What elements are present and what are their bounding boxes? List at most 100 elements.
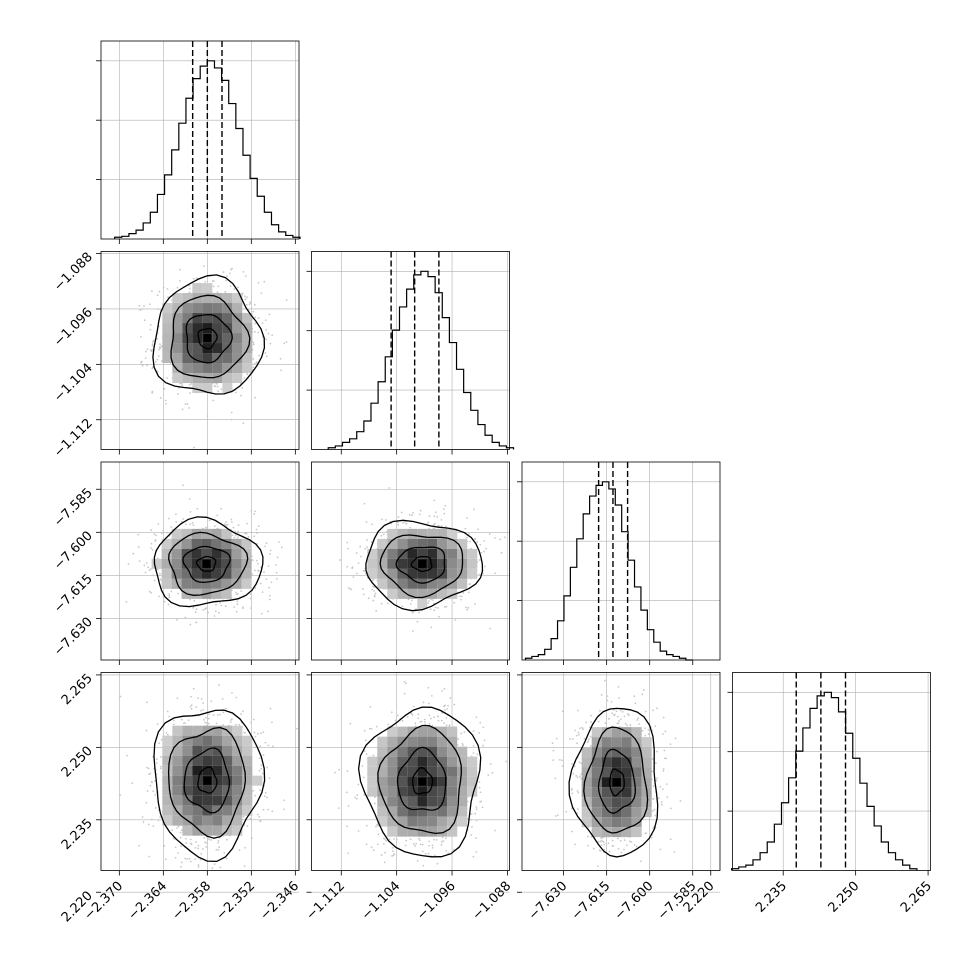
scatter-point: [433, 838, 436, 841]
scatter-point: [152, 574, 155, 577]
scatter-point: [401, 605, 404, 608]
scatter-point: [474, 812, 477, 815]
scatter-point: [418, 611, 421, 614]
scatter-point: [257, 281, 260, 284]
scatter-point: [411, 514, 413, 517]
scatter-point: [414, 722, 417, 725]
density-cell: [221, 528, 232, 539]
scatter-point: [393, 853, 396, 855]
scatter-point: [368, 727, 371, 730]
scatter-point: [417, 717, 420, 720]
scatter-point: [361, 588, 364, 590]
scatter-point: [230, 518, 233, 521]
density-cell: [222, 383, 233, 394]
scatter-point: [373, 589, 376, 592]
density-cell: [182, 293, 193, 304]
scatter-point: [160, 765, 162, 768]
scatter-point: [160, 767, 162, 770]
scatter-point: [269, 553, 271, 555]
histogram-panel-2: [517, 461, 721, 665]
scatter-point: [476, 753, 479, 756]
scatter-point: [254, 735, 257, 738]
density-cell: [171, 548, 182, 559]
scatter-point: [221, 697, 224, 700]
scatter-point: [160, 738, 163, 741]
scatter-point: [174, 856, 177, 859]
density-cell: [242, 333, 253, 344]
density-cell: [181, 568, 192, 579]
scatter-point: [430, 598, 432, 601]
scatter-point: [271, 721, 273, 724]
scatter-point: [334, 771, 336, 774]
scatter-point: [443, 722, 445, 724]
scatter-point: [179, 382, 181, 385]
density-cell: [437, 548, 448, 559]
scatter-point: [166, 287, 169, 290]
density-cell: [181, 558, 192, 569]
scatter-point: [475, 716, 478, 719]
scatter-point: [442, 840, 445, 842]
scatter-point: [253, 362, 256, 365]
density-cell: [172, 293, 183, 304]
scatter-point: [193, 599, 196, 602]
density-cell: [222, 333, 233, 344]
scatter-point: [261, 591, 264, 594]
scatter-point: [174, 846, 177, 849]
scatter-point: [125, 601, 128, 603]
scatter-point: [257, 732, 259, 735]
scatter-point: [373, 796, 376, 799]
scatter-point: [176, 286, 179, 289]
scatter-point: [499, 538, 502, 541]
scatter-point: [260, 764, 262, 767]
scatter-point: [119, 695, 122, 698]
scatter-point: [212, 285, 215, 288]
density-cell: [161, 578, 172, 589]
contour-line: [153, 516, 264, 608]
scatter-point: [477, 528, 479, 531]
scatter-point: [422, 701, 425, 704]
scatter-point: [189, 392, 191, 394]
density-cell: [407, 548, 418, 559]
scatter-point: [143, 564, 146, 567]
scatter-point: [428, 702, 430, 705]
density-cell: [367, 558, 378, 569]
scatter-point: [146, 790, 149, 792]
density-cell: [162, 785, 173, 796]
scatter-point: [478, 731, 481, 734]
scatter-point: [369, 705, 372, 708]
scatter-point: [152, 825, 155, 827]
density-cell: [417, 538, 428, 549]
scatter-point: [469, 583, 472, 585]
density-cell: [192, 825, 203, 836]
density-cell: [202, 383, 213, 394]
scatter-point: [258, 815, 261, 818]
scatter-point: [443, 606, 446, 608]
scatter-point: [350, 588, 353, 591]
density-cell: [192, 795, 203, 806]
scatter-point: [265, 338, 267, 341]
scatter-point: [472, 744, 475, 747]
scatter-point: [380, 534, 383, 537]
density-cell: [202, 283, 213, 294]
scatter-point: [157, 819, 160, 822]
scatter-point: [205, 845, 208, 848]
density-cell: [221, 558, 232, 569]
density-cell: [191, 568, 202, 579]
density-cell: [221, 578, 232, 589]
scatter-point: [365, 824, 368, 827]
scatter-point: [210, 700, 213, 703]
density-cell: [182, 745, 193, 756]
scatter-point: [222, 711, 225, 714]
density-cell: [427, 578, 438, 589]
scatter-point: [392, 850, 394, 853]
density-cell: [202, 815, 213, 826]
scatter-point: [237, 532, 239, 534]
scatter-point: [145, 729, 148, 732]
scatter-point: [365, 843, 368, 846]
scatter-point: [428, 515, 431, 517]
scatter-point: [463, 731, 466, 734]
scatter-point: [383, 861, 386, 864]
density-cell: [162, 735, 173, 746]
scatter-point: [361, 765, 364, 767]
